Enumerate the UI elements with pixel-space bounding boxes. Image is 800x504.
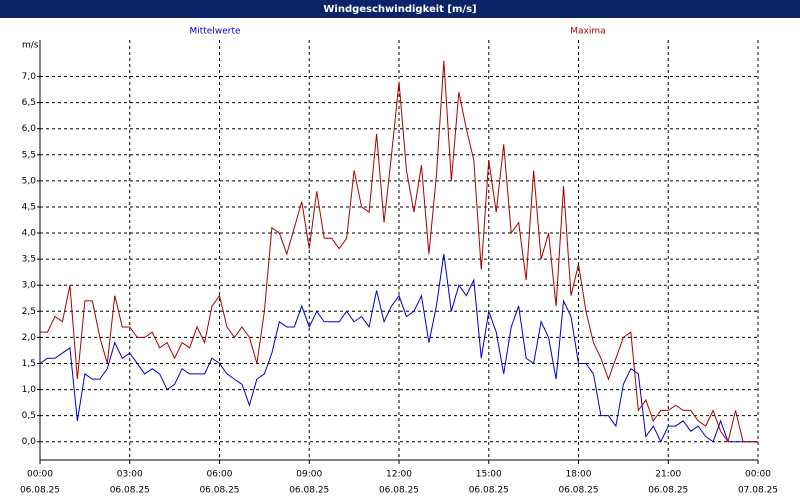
x-tick-label: 00:00 — [27, 470, 53, 480]
x-tick-date: 06.08.25 — [289, 486, 329, 496]
y-tick-label: 5,5 — [22, 150, 36, 160]
x-tick-label: 21:00 — [655, 470, 681, 480]
x-tick-label: 09:00 — [296, 470, 322, 480]
y-tick-label: 4,5 — [22, 202, 36, 212]
y-axis-label: m/s — [22, 41, 39, 51]
x-tick-date: 06.08.25 — [469, 486, 509, 496]
x-tick-label: 00:00 — [745, 470, 771, 480]
y-tick-label: 0,5 — [22, 411, 36, 421]
x-tick-date: 07.08.25 — [738, 486, 778, 496]
x-tick-label: 15:00 — [476, 470, 502, 480]
title-bar — [0, 0, 800, 18]
y-tick-label: 1,5 — [22, 359, 36, 369]
x-tick-date: 06.08.25 — [199, 486, 239, 496]
x-tick-label: 12:00 — [386, 470, 412, 480]
legend-label: Mittelwerte — [189, 27, 240, 37]
y-tick-label: 2,5 — [22, 307, 36, 317]
y-tick-label: 6,5 — [22, 98, 36, 108]
x-tick-label: 03:00 — [117, 470, 143, 480]
data-line — [40, 60, 758, 443]
x-tick-date: 06.08.25 — [379, 486, 419, 496]
y-tick-label: 1,0 — [22, 385, 37, 395]
y-tick-label: 5,0 — [22, 176, 37, 186]
y-tick-label: 3,0 — [22, 281, 37, 291]
x-tick-date: 06.08.25 — [648, 486, 688, 496]
chart-title: Windgeschwindigkeit [m/s] — [323, 4, 476, 15]
x-tick-label: 06:00 — [207, 470, 233, 480]
legend-label: Maxima — [570, 27, 605, 37]
x-tick-date: 06.08.25 — [558, 486, 598, 496]
y-tick-label: 2,0 — [22, 333, 37, 343]
x-tick-label: 18:00 — [566, 470, 592, 480]
x-tick-date: 06.08.25 — [20, 486, 60, 496]
y-tick-label: 7,0 — [22, 72, 37, 82]
y-tick-label: 6,0 — [22, 124, 37, 134]
y-tick-label: 4,0 — [22, 229, 37, 239]
y-tick-label: 3,5 — [22, 255, 36, 265]
data-line — [39, 253, 758, 443]
y-tick-label: 0,0 — [22, 437, 37, 447]
x-tick-date: 06.08.25 — [110, 486, 150, 496]
